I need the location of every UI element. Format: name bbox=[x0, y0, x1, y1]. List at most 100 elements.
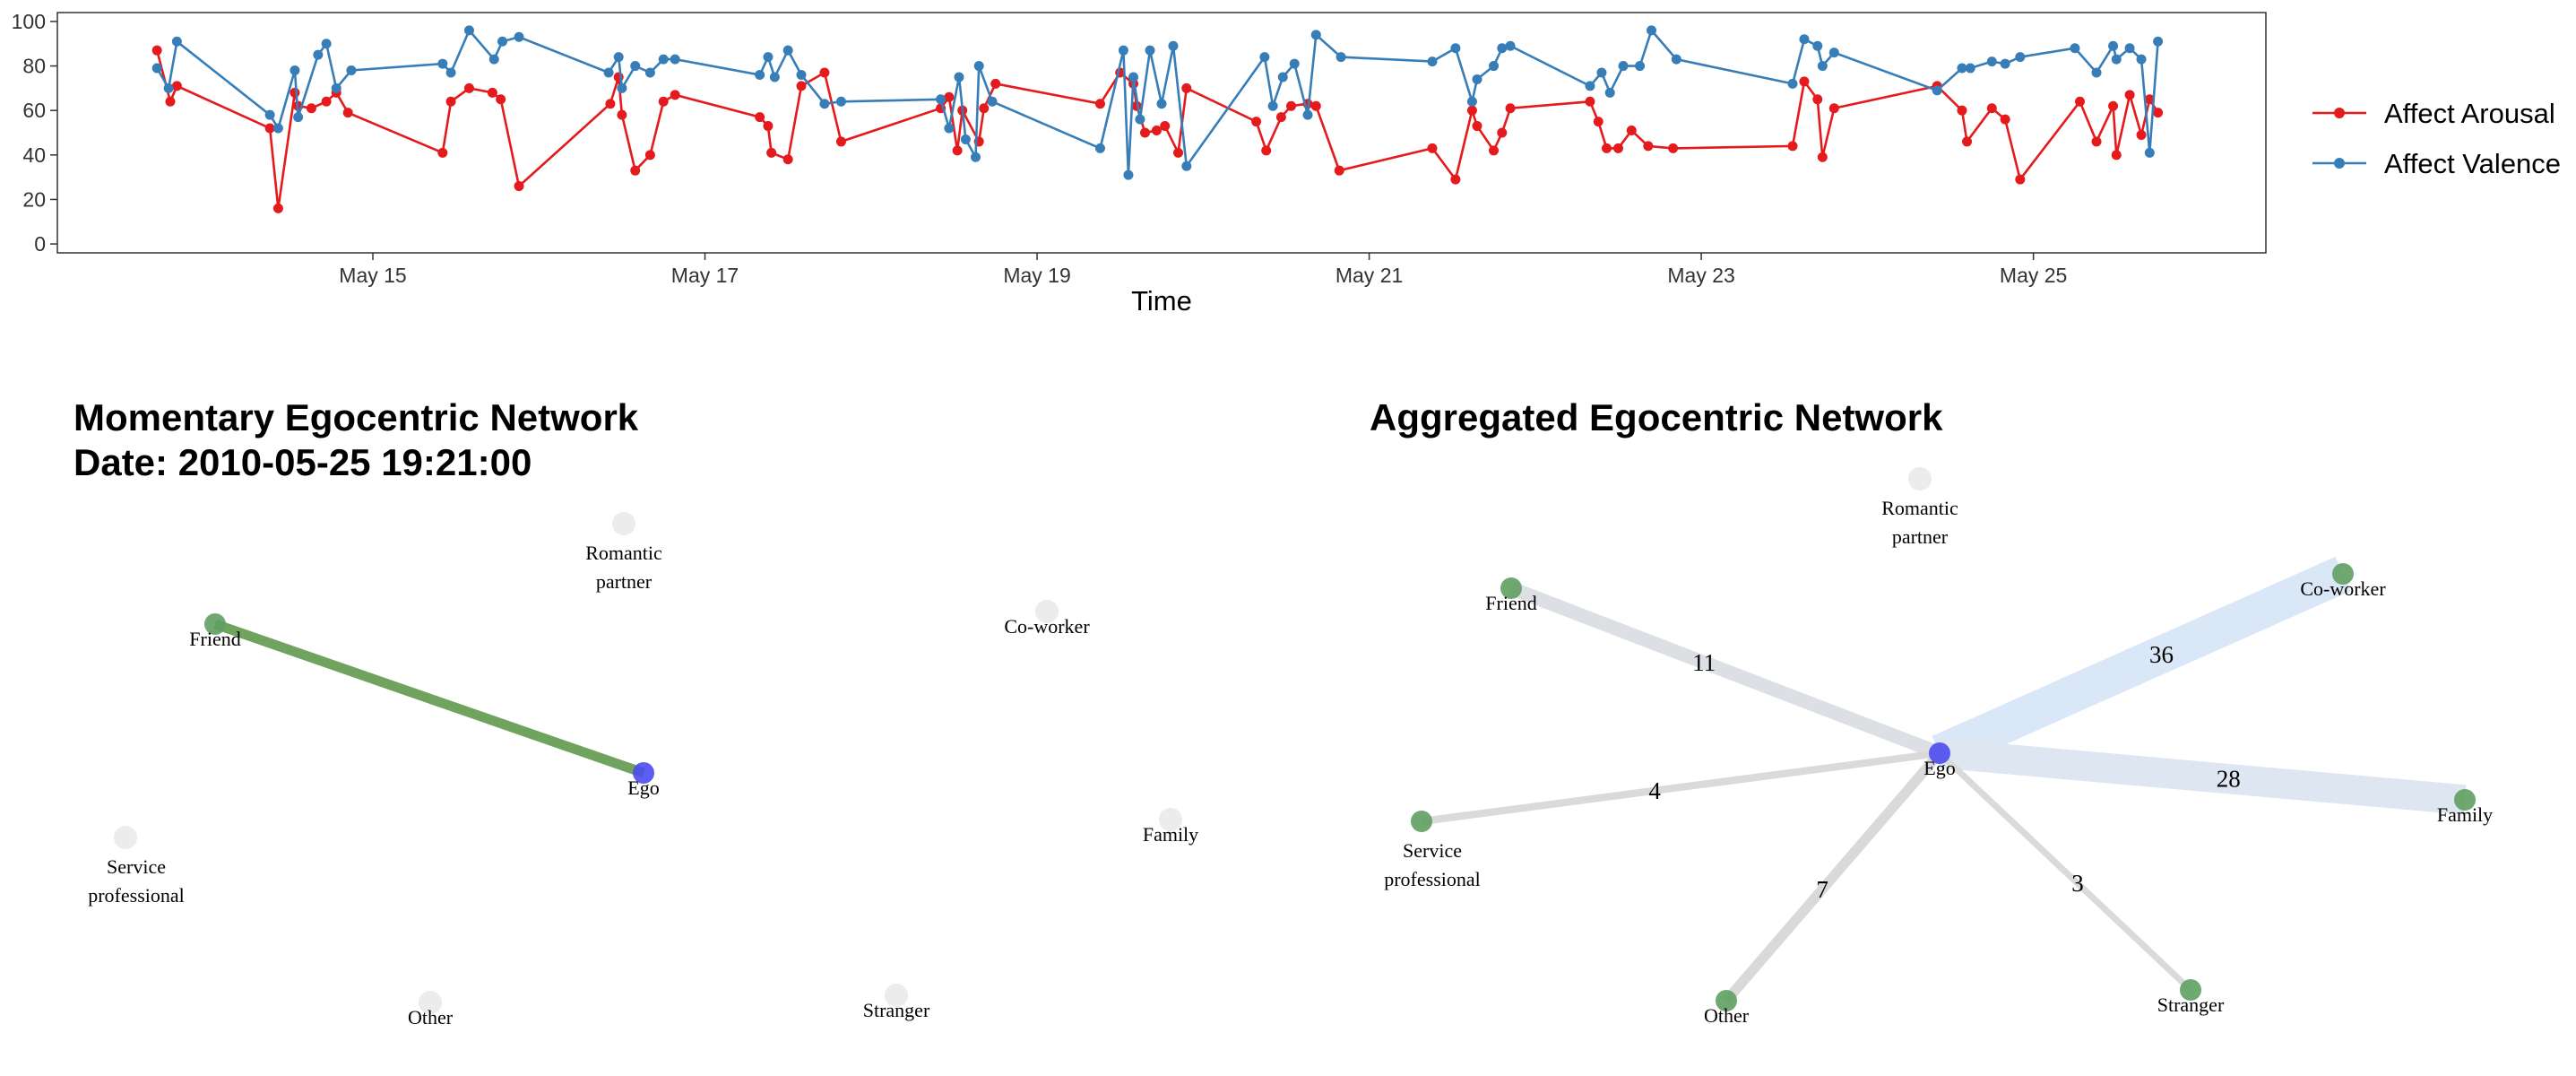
edge-weight-label: 11 bbox=[1692, 649, 1716, 676]
data-point bbox=[2153, 36, 2164, 47]
node-marker bbox=[114, 826, 137, 849]
y-tick-label: 40 bbox=[22, 143, 46, 167]
data-point bbox=[763, 52, 774, 63]
data-point bbox=[1828, 103, 1839, 114]
edge-ego-coworker bbox=[1932, 556, 2351, 771]
data-point bbox=[1817, 152, 1828, 162]
data-point bbox=[321, 39, 332, 49]
data-point bbox=[1489, 61, 1500, 72]
data-point bbox=[165, 96, 176, 107]
node-label: Ego bbox=[627, 777, 659, 799]
data-point bbox=[1181, 82, 1192, 93]
network-edges bbox=[213, 619, 645, 778]
data-point bbox=[1259, 52, 1270, 63]
data-point bbox=[952, 145, 963, 156]
edge-weight-label: 28 bbox=[2217, 766, 2241, 793]
legend-label: Affect Arousal bbox=[2384, 98, 2555, 129]
node-label: Romantic bbox=[585, 542, 662, 564]
node-marker bbox=[2180, 979, 2201, 1001]
data-point bbox=[617, 109, 627, 120]
data-point bbox=[1275, 112, 1286, 123]
data-point bbox=[1334, 165, 1344, 176]
data-point bbox=[1635, 61, 1646, 72]
node-service: Service professional bbox=[88, 826, 185, 907]
data-point bbox=[766, 147, 777, 158]
node-marker bbox=[1035, 600, 1059, 623]
data-point bbox=[960, 134, 971, 144]
data-point bbox=[272, 203, 283, 213]
node-label: Family bbox=[1143, 823, 1198, 846]
x-axis-title: Time bbox=[1131, 285, 1192, 317]
data-point bbox=[1505, 103, 1516, 114]
data-point bbox=[2000, 114, 2010, 125]
momentary-network-date: Date: 2010-05-25 19:21:00 bbox=[73, 441, 532, 483]
data-point bbox=[973, 61, 984, 72]
data-point bbox=[2108, 40, 2119, 51]
data-point bbox=[2153, 108, 2164, 118]
data-point bbox=[163, 82, 174, 93]
data-point bbox=[1505, 40, 1516, 51]
node-label: Co-worker bbox=[2300, 577, 2386, 600]
node-marker bbox=[204, 613, 226, 635]
data-point bbox=[987, 96, 998, 107]
data-point bbox=[1267, 100, 1278, 111]
data-point bbox=[658, 54, 669, 65]
data-point bbox=[1812, 94, 1823, 105]
node-marker bbox=[2454, 789, 2476, 811]
data-point bbox=[1957, 105, 1967, 116]
node-marker bbox=[612, 512, 635, 535]
data-point bbox=[1626, 126, 1637, 136]
data-point bbox=[514, 181, 524, 192]
data-point bbox=[497, 36, 508, 47]
data-point bbox=[1932, 85, 1942, 96]
data-point bbox=[1986, 56, 1997, 67]
data-point bbox=[437, 58, 448, 69]
data-point bbox=[971, 152, 981, 162]
data-point bbox=[1585, 96, 1595, 107]
data-point bbox=[2015, 52, 2026, 63]
data-point bbox=[264, 123, 275, 134]
data-point bbox=[1139, 127, 1150, 138]
data-point bbox=[151, 45, 162, 56]
data-point bbox=[819, 99, 830, 109]
data-point bbox=[290, 87, 300, 98]
data-point bbox=[782, 154, 793, 165]
data-point bbox=[1135, 114, 1145, 125]
node-ego: Ego bbox=[1923, 742, 1956, 779]
data-point bbox=[2091, 67, 2102, 78]
node-label: Co-worker bbox=[1004, 615, 1090, 638]
data-point bbox=[1156, 99, 1167, 109]
node-label: Other bbox=[408, 1006, 454, 1028]
data-point bbox=[617, 82, 627, 93]
node-label: Friend bbox=[189, 628, 240, 650]
data-point bbox=[1497, 127, 1508, 138]
data-point bbox=[1094, 143, 1105, 153]
data-point bbox=[630, 165, 641, 176]
data-point bbox=[1787, 78, 1798, 89]
data-point bbox=[1612, 143, 1623, 153]
node-label: professional bbox=[1384, 868, 1481, 890]
y-tick-label: 60 bbox=[22, 99, 46, 122]
data-point bbox=[603, 67, 614, 78]
network-nodes: Ego Romantic partner Friend Co-worker Family S… bbox=[1384, 467, 2493, 1027]
data-point bbox=[2000, 58, 2010, 69]
edge-ego-friend bbox=[1508, 581, 1942, 760]
data-point bbox=[488, 54, 499, 65]
data-point bbox=[2111, 54, 2122, 65]
edge-weight-label: 3 bbox=[2071, 870, 2084, 897]
series-affect-valence bbox=[151, 25, 2164, 180]
node-label: Stranger bbox=[2157, 994, 2225, 1016]
data-point bbox=[1173, 147, 1184, 158]
data-point bbox=[1497, 43, 1508, 54]
y-tick-label: 100 bbox=[12, 10, 46, 33]
data-point bbox=[321, 96, 332, 107]
edge-weight-label: 4 bbox=[1648, 777, 1661, 804]
data-point bbox=[2136, 129, 2147, 140]
data-point bbox=[1817, 61, 1828, 72]
node-marker bbox=[633, 762, 654, 784]
data-point bbox=[1302, 109, 1313, 120]
data-point bbox=[755, 112, 765, 123]
data-point bbox=[1962, 136, 1973, 147]
node-label: Service bbox=[107, 855, 166, 878]
